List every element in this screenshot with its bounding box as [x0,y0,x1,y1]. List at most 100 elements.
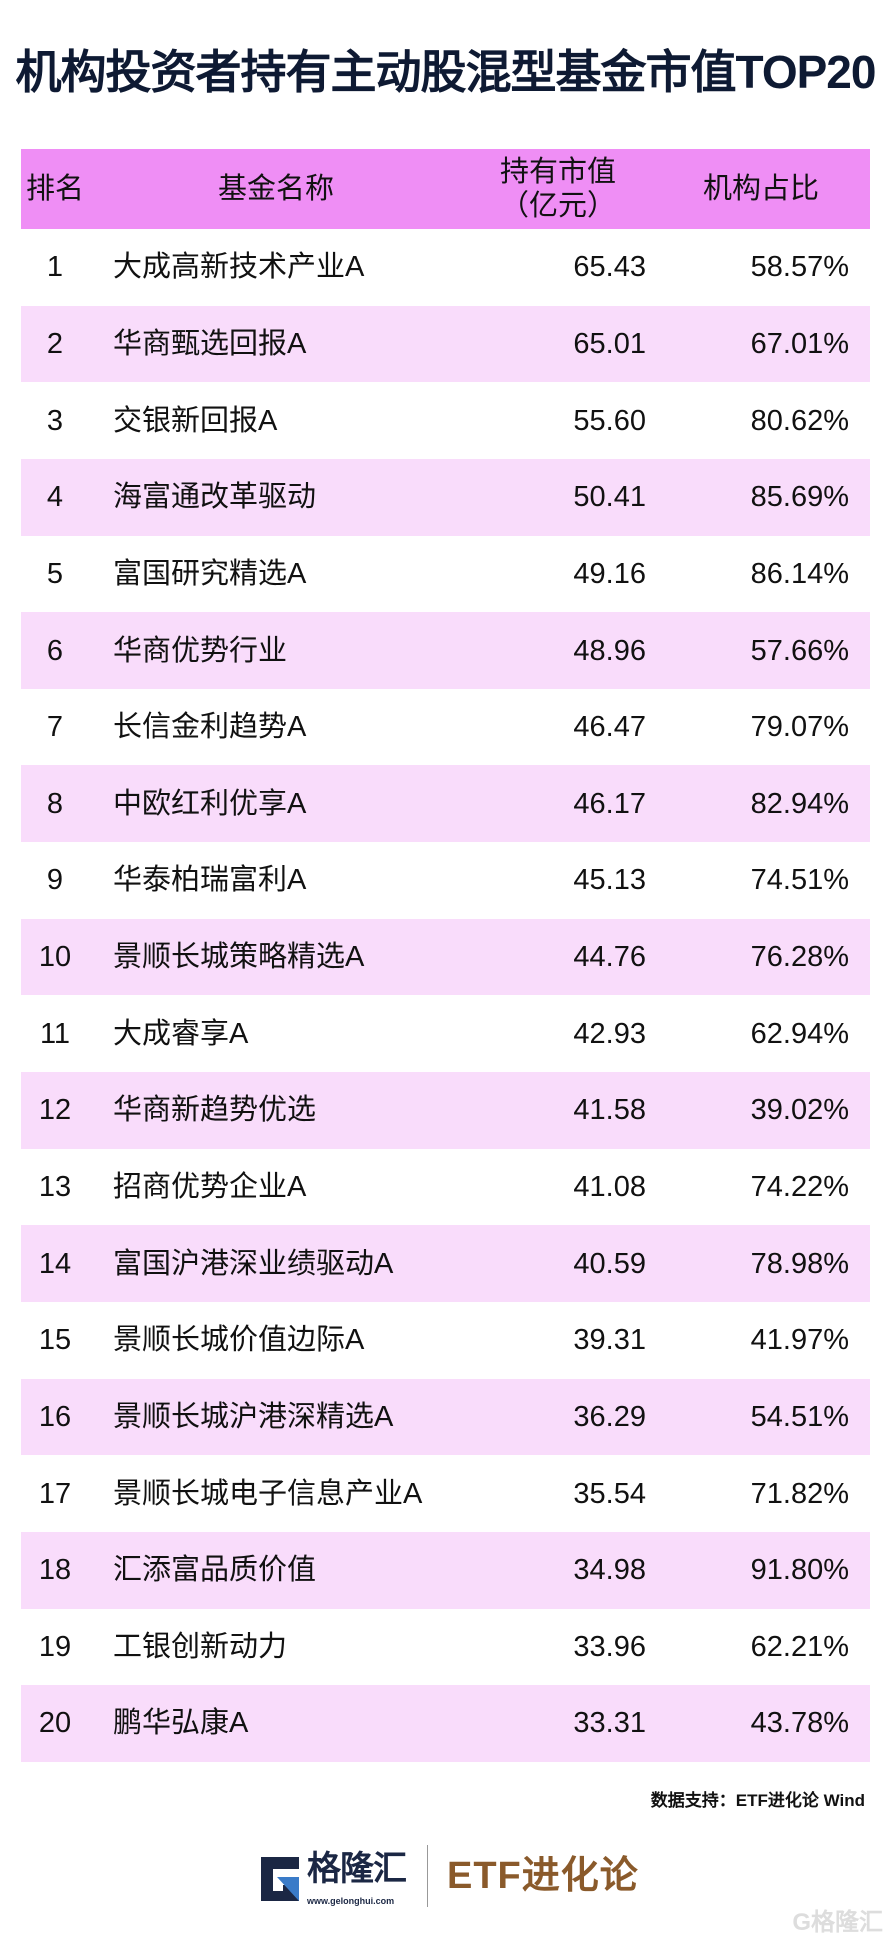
ratio-cell: 54.51% [750,1400,849,1433]
value-cell: 46.47 [573,711,646,744]
value-cell: 33.31 [573,1707,646,1740]
table-row: 3 交银新回报A 55.60 80.62% [21,382,870,459]
value-cell: 36.29 [573,1400,646,1433]
fund-name-cell: 华商甄选回报A [113,327,307,360]
fund-name-cell: 中欧红利优享A [113,787,307,820]
table-row: 1 大成高新技术产业A 65.43 58.57% [21,229,870,306]
ratio-cell: 78.98% [750,1247,849,1280]
watermark-g-icon: G [792,1909,811,1936]
fund-name-cell: 华商新趋势优选 [113,1094,317,1127]
table-row: 18 汇添富品质价值 34.98 91.80% [21,1531,870,1609]
rank-cell: 16 [38,1400,72,1433]
table-row: 16 景顺长城沪港深精选A 36.29 54.51% [21,1378,870,1456]
ratio-cell: 39.02% [750,1094,849,1127]
watermark: G格隆汇 [792,1908,883,1938]
fund-name-cell: 长信金利趋势A [113,711,307,744]
rank-cell: 18 [38,1554,72,1587]
table-row: 4 海富通改革驱动 50.41 85.69% [21,458,870,536]
value-cell: 33.96 [573,1630,646,1663]
ratio-cell: 85.69% [750,481,849,514]
table-row: 6 华商优势行业 48.96 57.66% [21,612,870,689]
ratio-cell: 76.28% [750,941,849,974]
table-row: 5 富国研究精选A 49.16 86.14% [21,536,870,613]
table-row: 10 景顺长城策略精选A 44.76 76.28% [21,918,870,996]
ranking-table: 排名 基金名称 持有市值 （亿元） 机构占比 1 大成高新技术产业A 65.43 58… [21,149,870,1762]
value-cell: 45.13 [573,864,646,897]
ratio-cell: 91.80% [750,1554,849,1587]
header-ratio: 机构占比 [702,173,819,205]
rank-cell: 5 [46,557,64,590]
rank-cell: 17 [38,1477,72,1510]
value-cell: 40.59 [573,1247,646,1280]
rank-cell: 12 [38,1094,72,1127]
header-rank: 排名 [25,173,84,205]
value-cell: 44.76 [573,941,646,974]
fund-name-cell: 招商优势企业A [113,1171,307,1203]
fund-name-cell: 海富通改革驱动 [113,481,317,514]
value-cell: 65.01 [573,327,646,360]
header-value: 持有市值 （亿元） [458,149,658,229]
fund-name-cell: 大成睿享A [113,1017,249,1050]
rank-cell: 3 [46,404,64,437]
rank-cell: 9 [46,864,64,897]
value-cell: 49.16 [573,557,646,590]
fund-name-cell: 汇添富品质价值 [113,1554,317,1587]
table-header: 排名 基金名称 持有市值 （亿元） 机构占比 [21,149,870,229]
ratio-cell: 74.51% [750,864,849,897]
value-cell: 48.96 [573,634,646,667]
value-cell: 41.58 [573,1094,646,1127]
fund-name-cell: 华泰柏瑞富利A [113,864,307,897]
ratio-cell: 57.66% [750,634,849,667]
fund-name-cell: 工银创新动力 [113,1630,288,1663]
fund-name-cell: 景顺长城策略精选A [113,941,365,974]
table-row: 14 富国沪港深业绩驱动A 40.59 78.98% [21,1225,870,1302]
header-value-line2: （亿元） [499,190,616,222]
rank-cell: 20 [38,1707,72,1740]
ratio-cell: 79.07% [750,711,849,744]
table-row: 11 大成睿享A 42.93 62.94% [21,995,870,1072]
fund-name-cell: 大成高新技术产业A [113,251,365,284]
fund-name-cell: 景顺长城沪港深精选A [113,1400,394,1433]
value-cell: 35.54 [573,1477,646,1510]
fund-name-cell: 富国研究精选A [113,557,307,590]
table-row: 20 鹏华弘康A 33.31 43.78% [21,1685,870,1762]
table-body: 1 大成高新技术产业A 65.43 58.57% 2 华商甄选回报A 65.01 67.01%… [21,229,870,1762]
table-row: 2 华商甄选回报A 65.01 67.01% [21,305,870,383]
footer-divider [427,1845,428,1907]
gelonghui-url: www.gelonghui.com [307,1896,395,1906]
table-row: 17 景顺长城电子信息产业A 35.54 71.82% [21,1455,870,1532]
value-cell: 50.41 [573,481,646,514]
header-value-line1: 持有市值 [499,156,616,188]
ratio-cell: 43.78% [750,1707,849,1740]
rank-cell: 11 [39,1017,71,1050]
fund-name-cell: 富国沪港深业绩驱动A [113,1247,394,1280]
ratio-cell: 58.57% [750,251,849,284]
table-row: 7 长信金利趋势A 46.47 79.07% [21,689,870,766]
gelonghui-logo-icon [261,1857,299,1901]
rank-cell: 2 [46,327,64,360]
watermark-text: 格隆汇 [811,1909,883,1936]
table-row: 9 华泰柏瑞富利A 45.13 74.51% [21,842,870,919]
ratio-cell: 82.94% [750,787,849,820]
value-cell: 55.60 [573,404,646,437]
table-row: 8 中欧红利优享A 46.17 82.94% [21,765,870,843]
value-cell: 41.08 [573,1171,646,1203]
etf-brand: ETF进化论 [447,1855,639,1897]
ratio-cell: 71.82% [750,1477,849,1510]
rank-cell: 6 [46,634,64,667]
ratio-cell: 41.97% [750,1324,849,1357]
ratio-cell: 62.21% [750,1630,849,1663]
ratio-cell: 80.62% [750,404,849,437]
fund-name-cell: 交银新回报A [113,404,278,437]
fund-name-cell: 景顺长城电子信息产业A [113,1477,423,1510]
value-cell: 42.93 [573,1017,646,1050]
rank-cell: 14 [38,1247,72,1280]
fund-name-cell: 鹏华弘康A [113,1707,249,1740]
rank-cell: 4 [46,481,64,514]
ratio-cell: 86.14% [750,557,849,590]
header-name: 基金名称 [217,173,334,205]
table-row: 19 工银创新动力 33.96 62.21% [21,1609,870,1686]
table-row: 13 招商优势企业A 41.08 74.22% [21,1149,870,1226]
rank-cell: 10 [38,941,72,974]
rank-cell: 13 [38,1171,72,1203]
